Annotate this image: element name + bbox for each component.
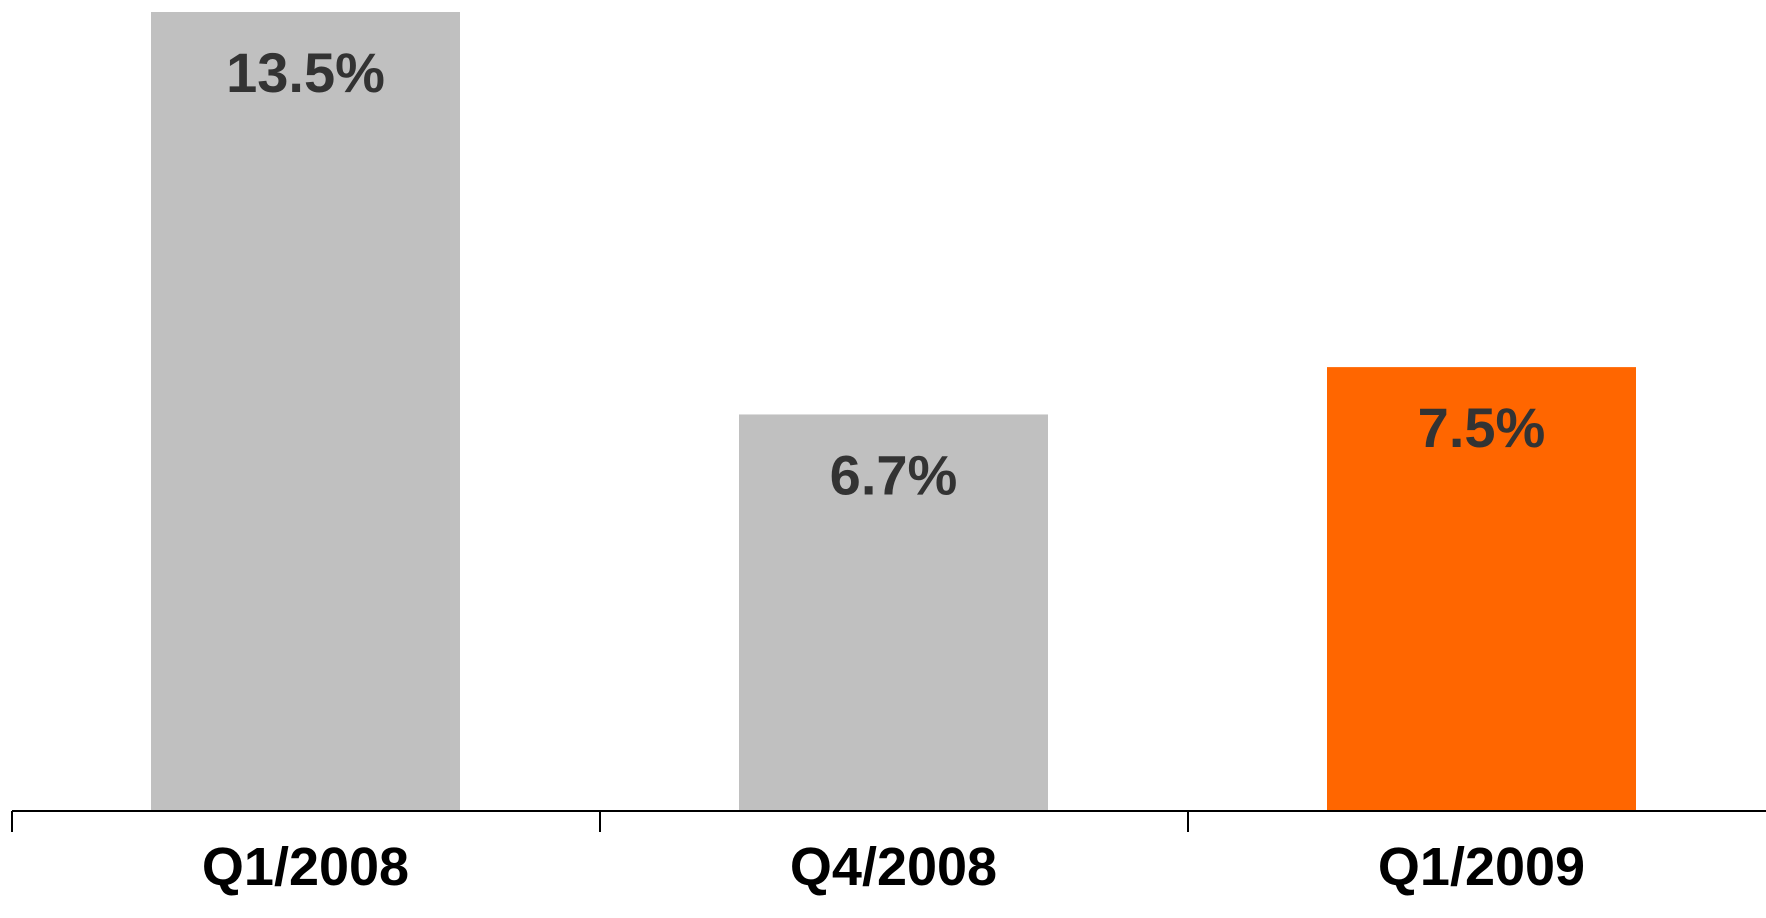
bar-q1-2008: [151, 12, 460, 811]
value-label-q1-2009: 7.5%: [1418, 396, 1546, 459]
value-labels-group: 13.5% 6.7% 7.5%: [226, 41, 1545, 506]
category-label-q1-2008: Q1/2008: [202, 837, 409, 897]
x-axis-ticks: [11, 811, 1189, 832]
value-label-q1-2008: 13.5%: [226, 41, 385, 104]
bar-q1-2009: [1327, 367, 1636, 811]
category-label-q4-2008: Q4/2008: [790, 837, 997, 897]
category-label-q1-2009: Q1/2009: [1378, 837, 1585, 897]
value-label-q4-2008: 6.7%: [830, 443, 958, 506]
bar-q4-2008: [739, 414, 1048, 811]
category-labels-group: Q1/2008 Q4/2008 Q1/2009: [202, 837, 1585, 897]
bars-group: [151, 12, 1636, 811]
